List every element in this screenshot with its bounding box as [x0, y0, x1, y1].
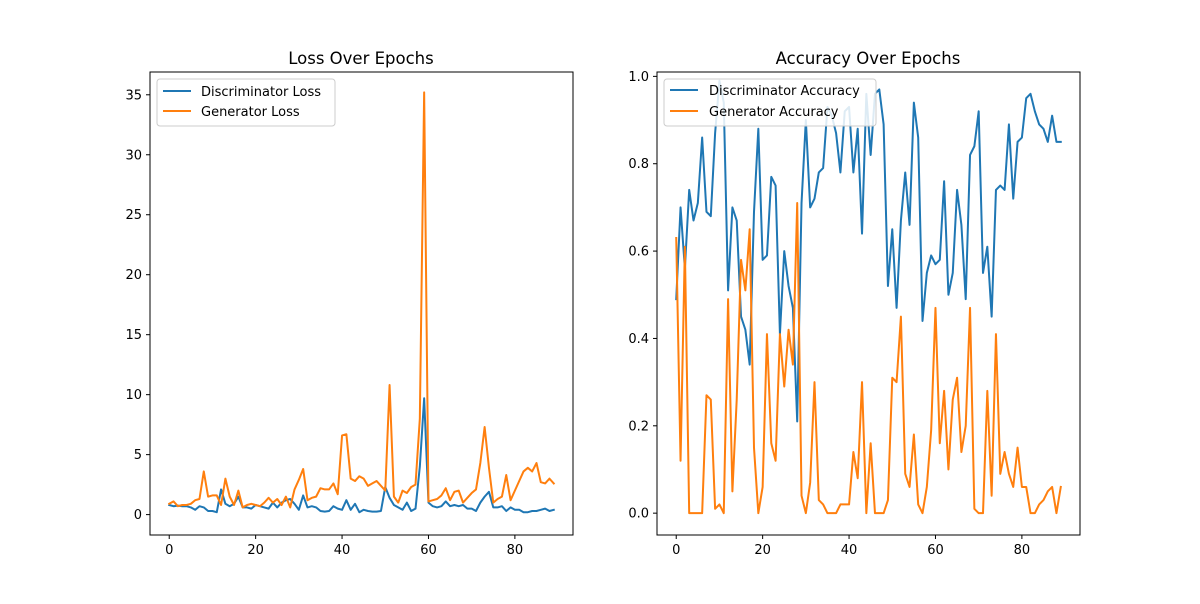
loss-lines	[167, 91, 556, 514]
loss-legend-label-generator: Generator Loss	[201, 105, 300, 120]
accuracy-y-tick-label: 1.0	[628, 70, 649, 85]
loss-x-tick-label: 80	[507, 543, 524, 558]
accuracy-chart: Accuracy Over Epochs 0 20 40 60 800.00.20.40…	[628, 49, 1081, 558]
accuracy-plot-frame	[656, 71, 1081, 536]
loss-chart-title: Loss Over Epochs	[288, 49, 434, 68]
accuracy-x-tick-label: 20	[754, 543, 771, 558]
accuracy-legend-box	[663, 78, 877, 127]
loss-y-tick-label: 25	[125, 208, 142, 223]
accuracy-y-tick-label: 0.6	[628, 245, 649, 260]
accuracy-y-tick-label: 0.4	[628, 332, 649, 347]
accuracy-y-tick-label: 0.0	[628, 507, 649, 522]
accuracy-series-generator-line	[675, 202, 1062, 515]
accuracy-y-tick-label: 0.8	[628, 157, 649, 172]
loss-legend-box	[156, 78, 336, 127]
loss-y-tick-label: 20	[125, 268, 142, 283]
accuracy-x-tick-label: 40	[841, 543, 858, 558]
loss-ticks: 0 20 40 60 80 0 5 10 15 20 25 30 35	[125, 88, 523, 558]
loss-y-tick-label: 15	[125, 328, 142, 343]
loss-series-generator-line	[167, 91, 556, 509]
loss-x-tick-label: 60	[420, 543, 437, 558]
loss-y-tick-label: 35	[125, 88, 142, 103]
loss-y-tick-label: 10	[125, 388, 142, 403]
loss-y-tick-label: 0	[134, 508, 142, 523]
loss-y-tick-label: 30	[125, 148, 142, 163]
loss-plot-frame	[149, 71, 574, 536]
loss-legend: Discriminator Loss Generator Loss	[156, 78, 336, 127]
accuracy-y-tick-label: 0.2	[628, 419, 649, 434]
loss-legend-label-discriminator: Discriminator Loss	[201, 85, 321, 100]
loss-x-tick-label: 0	[165, 543, 173, 558]
accuracy-x-tick-label: 80	[1014, 543, 1031, 558]
accuracy-legend: Discriminator Accuracy Generator Accurac…	[663, 78, 877, 127]
loss-chart: Loss Over Epochs 0 20 40 60 80 0 5 10 15 20 25 30 35…	[125, 49, 574, 558]
loss-x-tick-label: 20	[247, 543, 264, 558]
accuracy-x-tick-label: 60	[927, 543, 944, 558]
accuracy-ticks: 0 20 40 60 80 0.0 0.2 0.4 0.6 0.8 1.0	[628, 70, 1030, 558]
loss-x-tick-label: 40	[334, 543, 351, 558]
accuracy-legend-label-discriminator: Discriminator Accuracy	[709, 84, 860, 99]
accuracy-x-tick-label: 0	[672, 543, 680, 558]
accuracy-legend-label-generator: Generator Accuracy	[709, 105, 839, 120]
accuracy-chart-title: Accuracy Over Epochs	[776, 49, 961, 68]
loss-y-tick-label: 5	[134, 448, 142, 463]
